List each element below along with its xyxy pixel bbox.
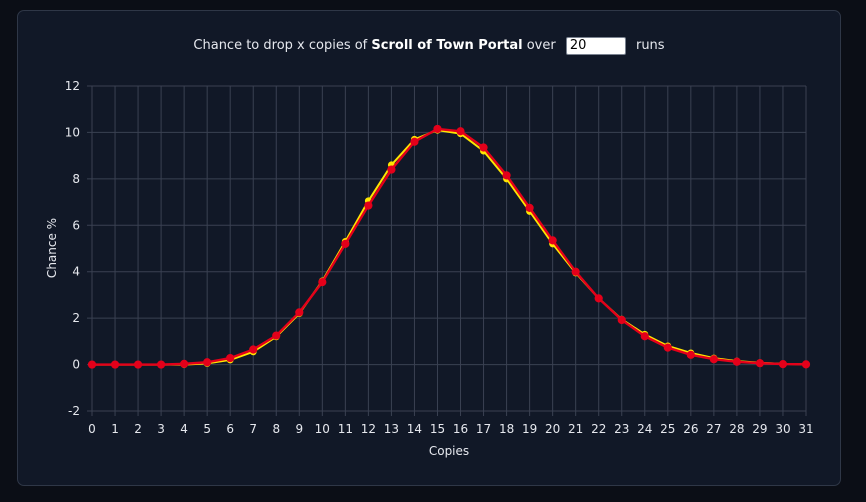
x-tick-label: 26: [683, 422, 698, 436]
chart-ticks: 0 1 2 3 4 5 6 7 8 9 10 11 12 13 14 15 16 17 18 19 20 21 22 23 24…: [65, 79, 814, 436]
data-point[interactable]: [732, 357, 742, 366]
data-point[interactable]: [87, 360, 97, 369]
data-point[interactable]: [110, 360, 120, 369]
x-tick-label: 6: [226, 422, 234, 436]
chart-grid: [87, 85, 807, 416]
x-tick-label: 27: [706, 422, 721, 436]
x-tick-label: 4: [180, 422, 188, 436]
x-axis-label: Copies: [429, 444, 469, 458]
data-point[interactable]: [479, 143, 488, 152]
x-tick-label: 14: [407, 422, 422, 436]
series-line: [92, 129, 807, 366]
x-tick-label: 0: [88, 422, 96, 436]
data-point[interactable]: [318, 278, 327, 287]
data-point[interactable]: [133, 360, 143, 369]
x-tick-label: 30: [775, 422, 790, 436]
chart-series: [87, 124, 811, 369]
data-point[interactable]: [663, 343, 672, 352]
x-tick-label: 24: [637, 422, 652, 436]
y-tick-label: -2: [68, 404, 80, 418]
x-tick-label: 31: [798, 422, 813, 436]
x-tick-label: 18: [499, 422, 514, 436]
header-over: over: [526, 38, 556, 53]
item-name: Scroll of Town Portal: [371, 38, 523, 53]
x-tick-label: 28: [729, 422, 744, 436]
data-point[interactable]: [686, 350, 695, 359]
data-point[interactable]: [456, 127, 465, 136]
data-point[interactable]: [525, 203, 534, 212]
y-axis-label: Chance %: [45, 218, 59, 278]
x-tick-label: 20: [545, 422, 560, 436]
x-tick-label: 13: [384, 422, 399, 436]
x-tick-label: 17: [476, 422, 491, 436]
data-point[interactable]: [640, 332, 649, 341]
header-suffix: runs: [635, 38, 665, 53]
data-point[interactable]: [594, 294, 603, 303]
x-tick-label: 2: [134, 422, 142, 436]
data-point[interactable]: [709, 355, 718, 364]
x-tick-label: 15: [430, 422, 445, 436]
x-tick-label: 16: [453, 422, 468, 436]
series-line: [92, 127, 807, 366]
x-tick-label: 19: [522, 422, 537, 436]
y-tick-label: 2: [72, 311, 80, 325]
data-point[interactable]: [548, 236, 557, 245]
y-tick-label: 0: [72, 358, 80, 372]
data-point[interactable]: [203, 358, 212, 367]
chart-card: Chance to drop x copies of Scroll of Tow…: [17, 10, 841, 486]
y-tick-label: 10: [65, 125, 80, 139]
data-point[interactable]: [249, 345, 258, 354]
data-point[interactable]: [755, 359, 765, 368]
x-tick-label: 10: [315, 422, 330, 436]
x-tick-label: 23: [614, 422, 629, 436]
x-tick-label: 25: [660, 422, 675, 436]
x-tick-label: 5: [203, 422, 211, 436]
x-tick-label: 7: [249, 422, 257, 436]
data-point[interactable]: [272, 331, 281, 340]
data-point[interactable]: [180, 359, 189, 368]
data-point[interactable]: [778, 360, 788, 369]
x-tick-label: 8: [272, 422, 280, 436]
y-tick-label: 8: [72, 172, 80, 186]
series-0: [88, 126, 810, 369]
data-point[interactable]: [341, 239, 350, 248]
header-prefix: Chance to drop x copies of: [193, 38, 368, 53]
data-point[interactable]: [387, 165, 396, 174]
x-tick-label: 9: [295, 422, 303, 436]
y-tick-label: 4: [72, 265, 80, 279]
data-point[interactable]: [295, 308, 304, 317]
data-point[interactable]: [364, 201, 373, 210]
y-tick-label: 12: [65, 79, 80, 93]
data-point[interactable]: [801, 360, 811, 369]
data-point[interactable]: [502, 171, 511, 180]
data-point[interactable]: [156, 360, 166, 369]
runs-input[interactable]: [565, 36, 626, 55]
data-point[interactable]: [226, 353, 235, 363]
data-point[interactable]: [433, 124, 442, 134]
data-point[interactable]: [617, 315, 626, 325]
x-tick-label: 29: [752, 422, 767, 436]
y-tick-label: 6: [72, 218, 80, 232]
chart-header: Chance to drop x copies of Scroll of Tow…: [18, 36, 840, 56]
x-tick-label: 22: [591, 422, 606, 436]
data-point[interactable]: [410, 137, 419, 146]
x-tick-label: 11: [338, 422, 353, 436]
x-tick-label: 12: [361, 422, 376, 436]
data-point[interactable]: [571, 267, 580, 276]
x-tick-label: 1: [111, 422, 119, 436]
x-tick-label: 3: [157, 422, 165, 436]
series-1: [87, 124, 811, 369]
x-tick-label: 21: [568, 422, 583, 436]
